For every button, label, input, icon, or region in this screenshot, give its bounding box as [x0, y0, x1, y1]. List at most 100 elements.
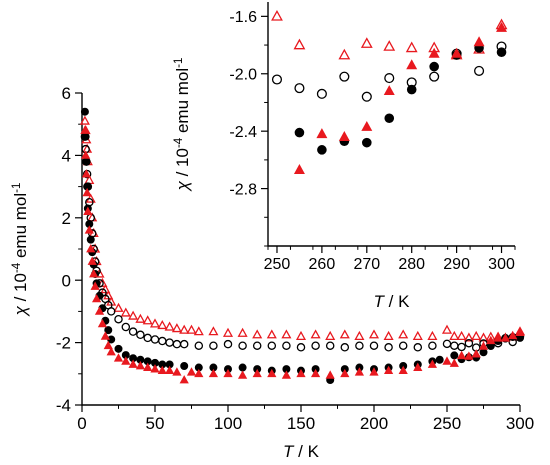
data-point	[473, 36, 485, 47]
data-point	[91, 293, 102, 303]
data-point	[478, 332, 489, 342]
y-tick-label: -2.8	[229, 181, 257, 198]
y-tick-label: 2	[62, 209, 71, 228]
x-tick-label: 150	[287, 414, 315, 433]
inset-background	[180, 0, 550, 320]
data-point	[325, 330, 336, 340]
data-point	[103, 340, 113, 350]
data-point	[114, 344, 123, 353]
data-point	[165, 338, 174, 347]
data-point	[369, 341, 379, 350]
data-point	[97, 318, 108, 328]
data-point	[413, 343, 423, 352]
data-point	[354, 330, 365, 340]
y-tick-label: 4	[62, 147, 71, 166]
data-point	[271, 9, 283, 21]
data-point	[441, 324, 453, 334]
data-point	[384, 73, 395, 84]
data-point	[316, 88, 327, 99]
data-point	[128, 310, 139, 320]
data-point	[293, 38, 306, 50]
data-point	[354, 367, 365, 376]
data-point	[398, 329, 409, 339]
data-point	[238, 341, 247, 350]
data-point	[186, 324, 197, 334]
y-axis-label: χ / 10-4 emu mol-1	[173, 58, 192, 193]
data-point	[369, 367, 379, 376]
x-tick-label: 250	[264, 256, 291, 273]
x-tick-label: 100	[214, 414, 242, 433]
x-tick-label: 250	[433, 414, 461, 433]
data-point	[80, 125, 90, 134]
data-point	[355, 341, 364, 350]
data-point	[383, 85, 395, 96]
data-point	[179, 339, 189, 349]
data-point	[267, 341, 277, 350]
data-point	[157, 319, 168, 330]
data-point	[295, 330, 307, 340]
data-point	[238, 363, 247, 372]
data-point	[442, 339, 452, 349]
data-point	[294, 83, 305, 94]
data-point	[442, 356, 452, 365]
x-axis-label: T / K	[374, 292, 411, 311]
data-point	[222, 327, 234, 337]
data-point	[294, 127, 305, 138]
data-point	[208, 326, 219, 336]
x-tick-label: 270	[353, 256, 380, 273]
data-point	[135, 361, 146, 370]
data-point	[282, 341, 291, 350]
data-point	[281, 370, 292, 379]
data-point	[106, 307, 116, 316]
data-point	[340, 368, 350, 378]
data-point	[158, 336, 167, 346]
data-point	[474, 65, 485, 76]
data-point	[464, 338, 474, 348]
data-point	[237, 327, 248, 337]
data-point	[478, 341, 489, 350]
data-point	[281, 329, 292, 339]
data-point	[384, 113, 395, 124]
data-point	[515, 327, 525, 336]
data-point	[267, 368, 277, 378]
data-point	[136, 330, 145, 340]
data-point	[406, 84, 417, 95]
data-point	[293, 164, 305, 174]
data-point	[325, 341, 335, 350]
data-point	[82, 157, 91, 166]
x-tick-label: 50	[146, 414, 165, 433]
data-point	[338, 48, 351, 60]
data-point	[86, 244, 96, 253]
data-point	[172, 339, 182, 349]
data-point	[406, 59, 418, 70]
data-point	[398, 341, 408, 350]
data-point	[106, 346, 116, 356]
data-point	[194, 368, 204, 378]
y-tick-label: -2.4	[229, 124, 257, 141]
data-point	[383, 330, 394, 340]
data-point	[252, 368, 262, 378]
data-point	[143, 333, 152, 343]
data-point	[150, 335, 160, 344]
data-point	[104, 326, 113, 335]
data-point	[81, 132, 90, 141]
series-filled-triangle	[293, 21, 508, 174]
data-point	[121, 356, 131, 365]
data-point	[325, 370, 335, 379]
data-point	[368, 329, 380, 339]
data-point	[186, 367, 197, 376]
data-point	[471, 349, 481, 358]
data-point	[493, 333, 503, 342]
data-point	[296, 343, 306, 352]
data-point	[429, 61, 439, 72]
data-point	[266, 329, 277, 339]
data-point	[361, 120, 373, 131]
data-point	[339, 329, 350, 339]
data-point	[80, 107, 89, 116]
data-point	[84, 225, 94, 234]
data-point	[86, 235, 95, 244]
data-point	[383, 365, 394, 375]
data-point	[87, 256, 97, 265]
data-point	[142, 315, 153, 325]
y-tick-label: -1.6	[229, 9, 257, 26]
